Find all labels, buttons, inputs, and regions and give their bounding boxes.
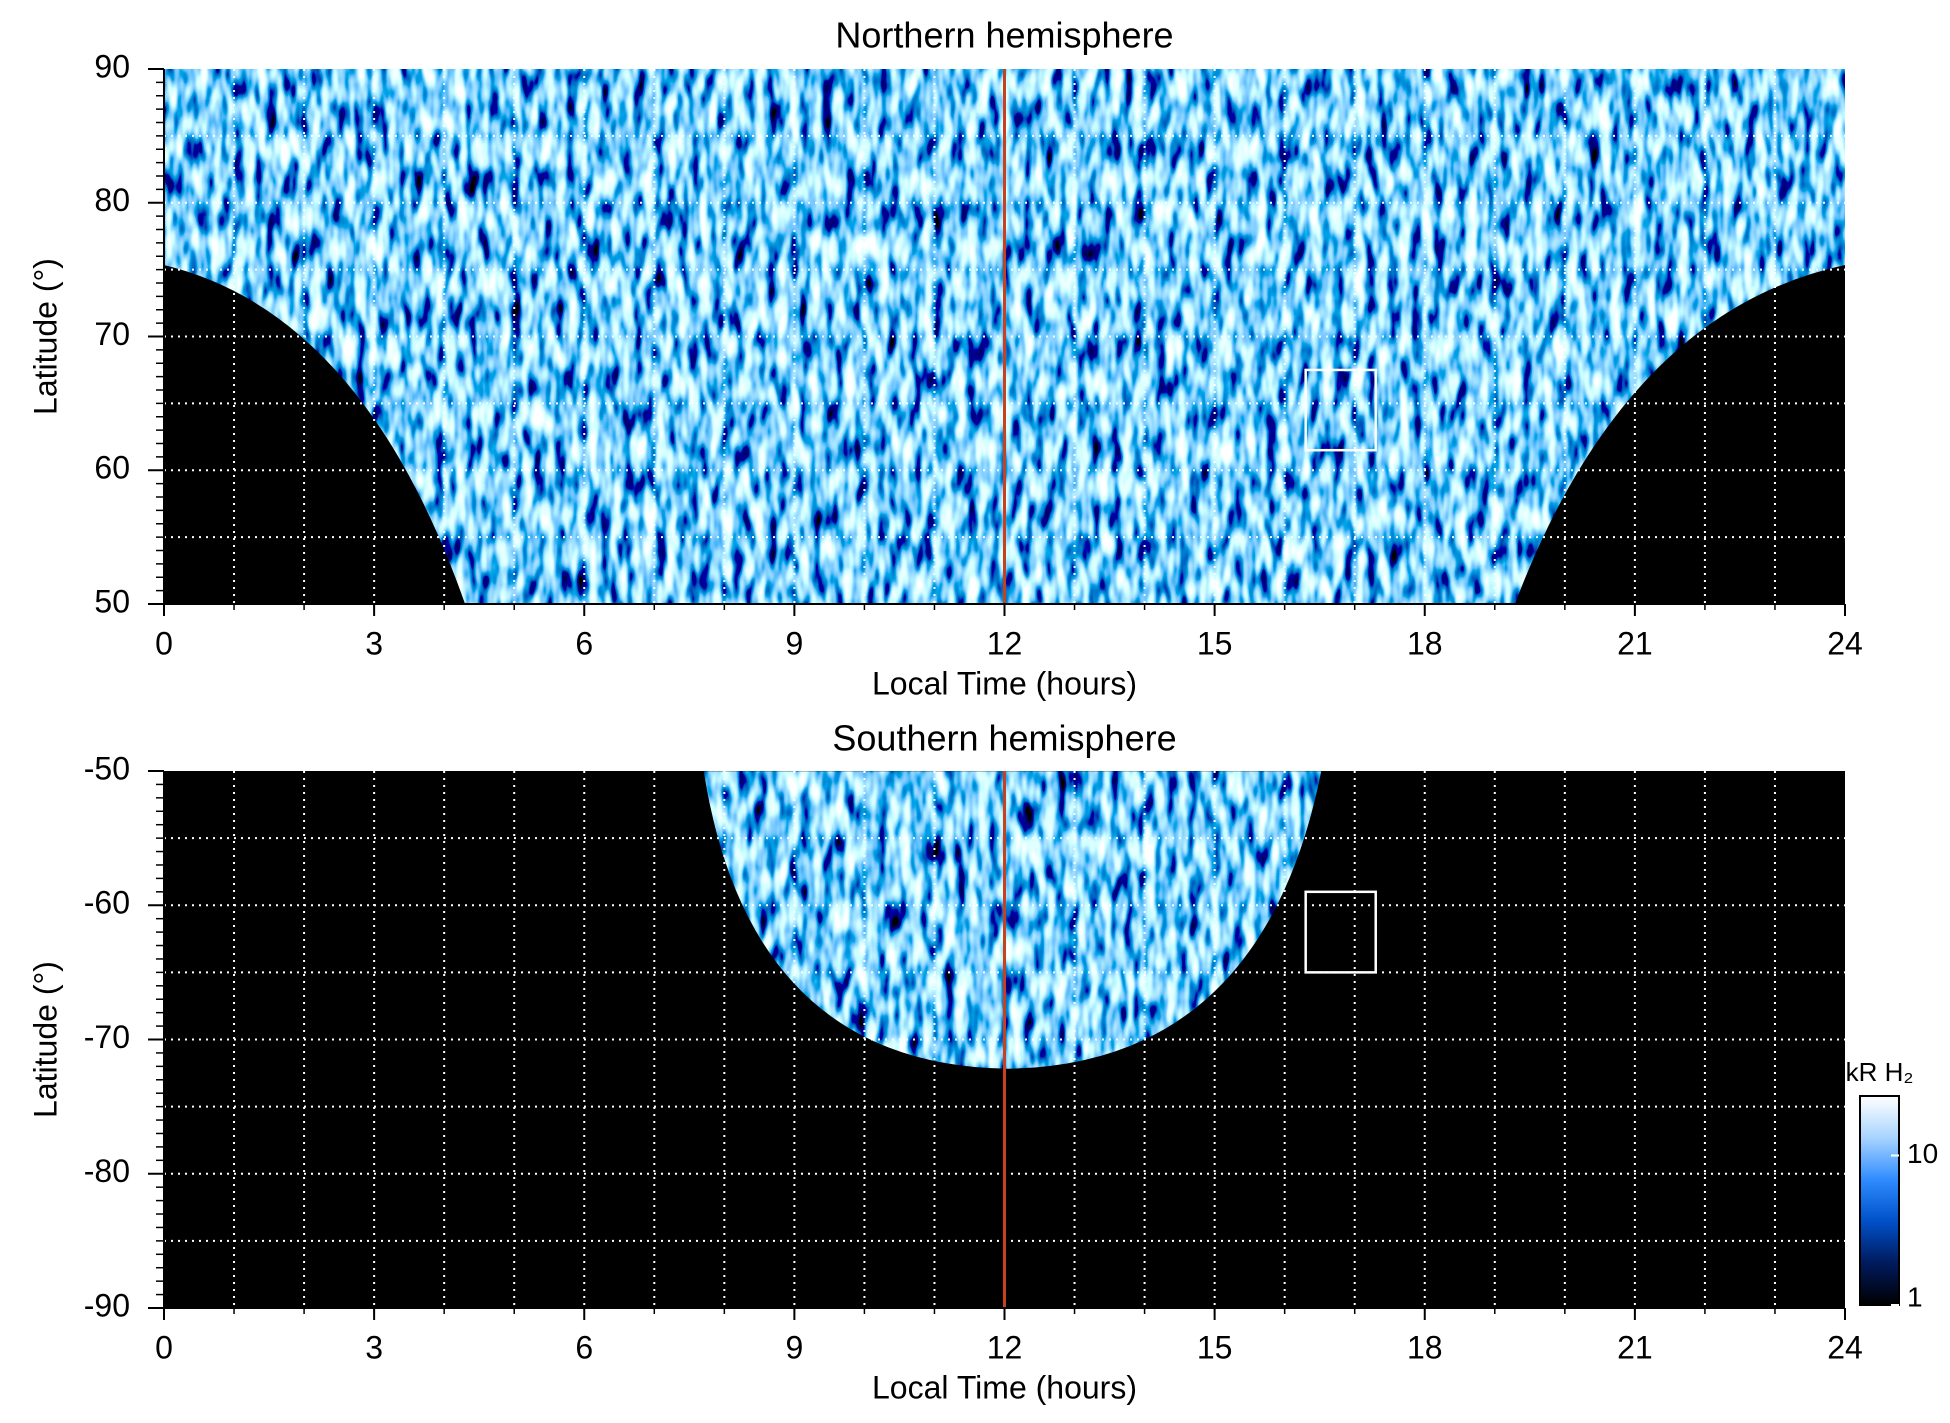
x-axis-label: Local Time (hours) <box>872 1369 1137 1405</box>
x-tick-label: 18 <box>1407 1329 1443 1365</box>
y-tick-label: 70 <box>94 316 130 352</box>
y-tick-label: 60 <box>94 450 130 486</box>
x-tick-label: 0 <box>155 625 173 661</box>
region-box <box>1304 368 1377 452</box>
x-tick-label: 6 <box>575 625 593 661</box>
y-axis-label: Latitude (°) <box>27 961 63 1118</box>
y-tick-label: -90 <box>84 1287 130 1323</box>
y-axis-label: Latitude (°) <box>27 258 63 415</box>
x-tick-label: 3 <box>365 625 383 661</box>
y-tick-label: -50 <box>84 750 130 786</box>
x-tick-label: 12 <box>987 625 1023 661</box>
x-tick-label: 3 <box>365 1329 383 1365</box>
region-box <box>1304 890 1377 974</box>
x-tick-label: 24 <box>1827 1329 1863 1365</box>
x-axis-label: Local Time (hours) <box>872 665 1137 701</box>
x-tick-label: 9 <box>785 625 803 661</box>
x-tick-label: 12 <box>987 1329 1023 1365</box>
colorbar-tick-label: 1 <box>1907 1281 1923 1312</box>
colorbar-label: kR H₂ <box>1846 1057 1914 1087</box>
x-tick-label: 9 <box>785 1329 803 1365</box>
y-tick-label: 80 <box>94 182 130 218</box>
colorbar-tick-label: 10 <box>1907 1138 1938 1169</box>
x-tick-label: 6 <box>575 1329 593 1365</box>
chart-title: Northern hemisphere <box>835 15 1173 56</box>
x-tick-label: 0 <box>155 1329 173 1365</box>
y-tick-label: 50 <box>94 583 130 619</box>
x-tick-label: 18 <box>1407 625 1443 661</box>
x-tick-label: 21 <box>1617 625 1653 661</box>
colorbar <box>1859 1095 1900 1306</box>
y-tick-label: -80 <box>84 1153 130 1189</box>
y-tick-label: 90 <box>94 48 130 84</box>
x-tick-label: 24 <box>1827 625 1863 661</box>
y-tick-label: -70 <box>84 1019 130 1055</box>
chart-title: Southern hemisphere <box>832 718 1176 759</box>
y-tick-label: -60 <box>84 885 130 921</box>
x-tick-label: 21 <box>1617 1329 1653 1365</box>
x-tick-label: 15 <box>1197 1329 1233 1365</box>
x-tick-label: 15 <box>1197 625 1233 661</box>
